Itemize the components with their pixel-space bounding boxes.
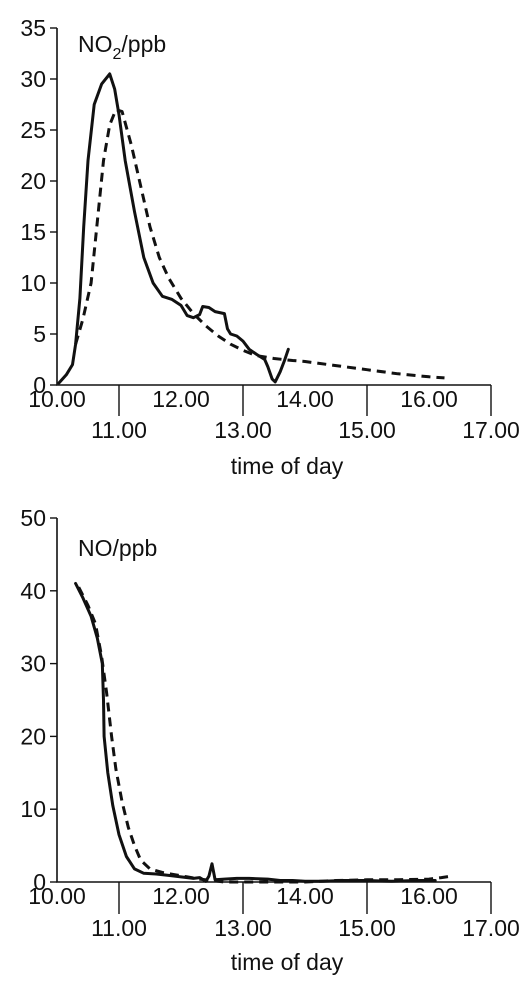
- x-tick-label: 13.00: [214, 417, 272, 443]
- x-tick-label: 17.00: [462, 915, 520, 941]
- x-tick-label: 11.00: [91, 915, 147, 941]
- series-dashed-line: [74, 108, 445, 380]
- x-axis-title: time of day: [231, 453, 344, 479]
- y-axis-title-base: NO: [78, 535, 113, 561]
- chart-1: 0510152025303510.0011.0012.0013.0014.001…: [20, 15, 519, 479]
- y-axis-title: NO/ppb: [78, 535, 157, 561]
- y-tick-label: 0: [33, 372, 46, 398]
- y-tick-label: 20: [20, 168, 46, 194]
- x-tick-label: 14.00: [276, 386, 334, 412]
- y-tick-label: 50: [20, 505, 46, 531]
- series-dashed-line: [77, 586, 451, 884]
- x-tick-label: 12.00: [152, 883, 210, 909]
- x-tick-label: 11.00: [91, 417, 147, 443]
- x-tick-label: 16.00: [400, 386, 458, 412]
- y-tick-label: 40: [20, 578, 46, 604]
- x-tick-label: 17.00: [462, 417, 520, 443]
- x-tick-label: 15.00: [338, 417, 396, 443]
- x-tick-label: 10.00: [28, 386, 86, 412]
- y-tick-label: 5: [33, 321, 46, 347]
- x-tick-label: 15.00: [338, 915, 396, 941]
- y-axis-title-unit: /ppb: [113, 535, 158, 561]
- x-tick-label: 10.00: [28, 883, 86, 909]
- y-tick-label: 20: [20, 723, 46, 749]
- y-tick-label: 10: [20, 796, 46, 822]
- y-tick-label: 0: [33, 869, 46, 895]
- x-tick-label: 13.00: [214, 915, 272, 941]
- y-axis-title: NO2/ppb: [78, 31, 166, 63]
- x-axis-title: time of day: [231, 949, 344, 975]
- y-tick-label: 30: [20, 66, 46, 92]
- y-tick-label: 30: [20, 651, 46, 677]
- y-axis-title-subscript: 2: [113, 46, 122, 63]
- y-axis-title-base: NO: [78, 31, 113, 57]
- y-tick-label: 15: [20, 219, 46, 245]
- x-tick-label: 12.00: [152, 386, 210, 412]
- y-tick-label: 10: [20, 270, 46, 296]
- y-tick-label: 25: [20, 117, 46, 143]
- chart-2: 0 10 20 30 40 50 10.0011.0012.0013.0014.0015.0…: [20, 505, 519, 975]
- y-tick-label: 35: [20, 15, 46, 41]
- y-axis-title-unit: /ppb: [121, 31, 166, 57]
- x-tick-label: 14.00: [276, 883, 334, 909]
- x-tick-label: 16.00: [400, 883, 458, 909]
